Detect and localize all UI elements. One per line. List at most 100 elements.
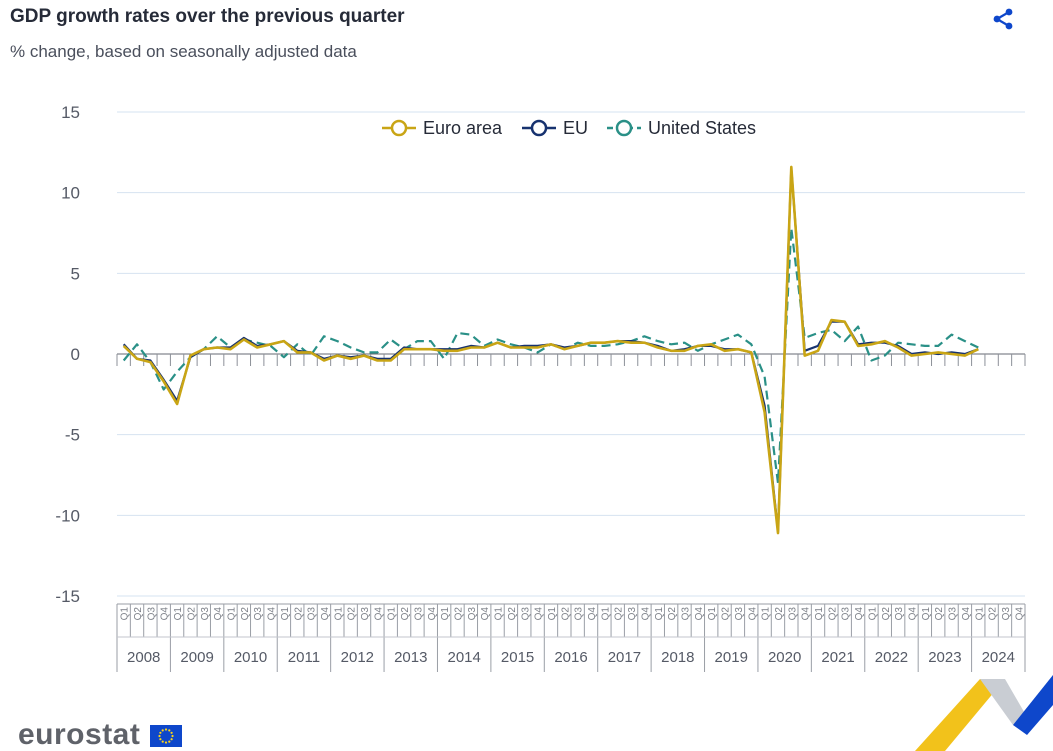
y-tick-label: -15 — [55, 587, 80, 606]
x-tick-label-quarter: Q4 — [1014, 607, 1025, 621]
legend-symbol-marker — [530, 119, 548, 137]
x-tick-label-year: 2024 — [982, 649, 1015, 666]
x-tick-label-quarter: Q1 — [921, 607, 932, 621]
x-tick-label-quarter: Q2 — [614, 607, 625, 621]
x-tick-label-quarter: Q2 — [133, 607, 144, 621]
x-tick-label-quarter: Q4 — [801, 607, 812, 621]
x-tick-label-year: 2013 — [394, 649, 427, 666]
x-tick-label-quarter: Q1 — [547, 607, 558, 621]
series-line-euro-area — [122, 165, 979, 535]
x-tick-label-quarter: Q2 — [988, 607, 999, 621]
x-tick-label-quarter: Q4 — [908, 607, 919, 621]
x-tick-label-quarter: Q3 — [841, 607, 852, 621]
x-tick-label-quarter: Q2 — [881, 607, 892, 621]
x-tick-label-quarter: Q3 — [146, 607, 157, 621]
x-tick-label-quarter: Q2 — [400, 607, 411, 621]
eurostat-logo: eurostat — [18, 718, 141, 751]
x-tick-label-quarter: Q3 — [520, 607, 531, 621]
x-tick-label-quarter: Q2 — [186, 607, 197, 621]
x-tick-label-year: 2019 — [715, 649, 748, 666]
x-tick-label-quarter: Q1 — [333, 607, 344, 621]
x-tick-label-quarter: Q4 — [480, 607, 491, 621]
x-tick-label-quarter: Q3 — [360, 607, 371, 621]
x-tick-label-quarter: Q1 — [814, 607, 825, 621]
x-tick-label-year: 2020 — [768, 649, 801, 666]
x-tick-label-quarter: Q2 — [934, 607, 945, 621]
x-tick-label-quarter: Q2 — [293, 607, 304, 621]
x-tick-label-quarter: Q3 — [467, 607, 478, 621]
page-title: GDP growth rates over the previous quart… — [10, 6, 405, 27]
x-tick-label-quarter: Q1 — [120, 607, 131, 621]
legend-label: EU — [563, 118, 588, 138]
x-tick-label-year: 2023 — [928, 649, 961, 666]
x-tick-label-quarter: Q4 — [961, 607, 972, 621]
x-tick-label-year: 2014 — [447, 649, 480, 666]
y-tick-label: -10 — [55, 506, 80, 525]
x-tick-label-quarter: Q3 — [894, 607, 905, 621]
x-tick-label-quarter: Q4 — [160, 607, 171, 621]
legend-symbol-marker — [615, 119, 633, 137]
x-tick-label-year: 2008 — [127, 649, 160, 666]
x-tick-label-quarter: Q2 — [454, 607, 465, 621]
series-line-eu — [122, 167, 979, 533]
x-tick-label-quarter: Q4 — [320, 607, 331, 621]
share-icon[interactable] — [990, 6, 1016, 32]
legend-label: United States — [648, 118, 756, 138]
x-tick-label-quarter: Q2 — [721, 607, 732, 621]
x-tick-label-quarter: Q1 — [867, 607, 878, 621]
x-tick-label-quarter: Q4 — [747, 607, 758, 621]
x-tick-label-quarter: Q3 — [681, 607, 692, 621]
x-tick-label-quarter: Q2 — [507, 607, 518, 621]
x-tick-label-quarter: Q3 — [787, 607, 798, 621]
x-tick-label-quarter: Q1 — [494, 607, 505, 621]
x-tick-label-quarter: Q2 — [560, 607, 571, 621]
x-tick-label-quarter: Q3 — [948, 607, 959, 621]
legend-symbol-marker — [390, 119, 408, 137]
legend-label: Euro area — [423, 118, 503, 138]
y-tick-label: 5 — [71, 264, 80, 283]
x-tick-label-quarter: Q3 — [1001, 607, 1012, 621]
x-tick-label-quarter: Q2 — [667, 607, 678, 621]
x-tick-label-year: 2009 — [180, 649, 213, 666]
x-tick-label-quarter: Q4 — [427, 607, 438, 621]
decorative-corner-graphic — [915, 675, 1053, 751]
x-tick-label-quarter: Q3 — [574, 607, 585, 621]
x-tick-label-quarter: Q1 — [761, 607, 772, 621]
x-tick-label-year: 2010 — [234, 649, 267, 666]
y-tick-label: 10 — [61, 184, 80, 203]
x-tick-label-quarter: Q3 — [200, 607, 211, 621]
x-tick-label-quarter: Q1 — [280, 607, 291, 621]
x-tick-label-quarter: Q4 — [694, 607, 705, 621]
y-tick-label: 15 — [61, 103, 80, 122]
page-subtitle: % change, based on seasonally adjusted d… — [10, 42, 357, 61]
x-tick-label-year: 2018 — [661, 649, 694, 666]
x-tick-label-quarter: Q3 — [307, 607, 318, 621]
x-tick-label-quarter: Q3 — [253, 607, 264, 621]
x-tick-label-quarter: Q2 — [347, 607, 358, 621]
series-line-united-states — [122, 227, 979, 485]
x-tick-label-quarter: Q3 — [627, 607, 638, 621]
x-tick-label-quarter: Q1 — [707, 607, 718, 621]
x-tick-label-year: 2022 — [875, 649, 908, 666]
x-tick-label-year: 2016 — [554, 649, 587, 666]
x-tick-label-quarter: Q4 — [213, 607, 224, 621]
x-tick-label-quarter: Q4 — [373, 607, 384, 621]
x-tick-label-quarter: Q4 — [854, 607, 865, 621]
x-tick-label-year: 2017 — [608, 649, 641, 666]
x-tick-label-quarter: Q2 — [827, 607, 838, 621]
x-tick-label-quarter: Q1 — [654, 607, 665, 621]
x-tick-label-quarter: Q1 — [440, 607, 451, 621]
x-tick-label-year: 2011 — [288, 649, 320, 666]
x-tick-label-quarter: Q1 — [600, 607, 611, 621]
eu-flag-icon — [150, 725, 182, 747]
x-tick-label-quarter: Q4 — [534, 607, 545, 621]
y-tick-label: 0 — [71, 345, 80, 364]
x-tick-label-quarter: Q1 — [173, 607, 184, 621]
x-tick-label-quarter: Q4 — [587, 607, 598, 621]
x-tick-label-year: 2021 — [821, 649, 854, 666]
x-tick-label-quarter: Q4 — [267, 607, 278, 621]
x-tick-label-quarter: Q1 — [227, 607, 238, 621]
x-tick-label-quarter: Q3 — [413, 607, 424, 621]
